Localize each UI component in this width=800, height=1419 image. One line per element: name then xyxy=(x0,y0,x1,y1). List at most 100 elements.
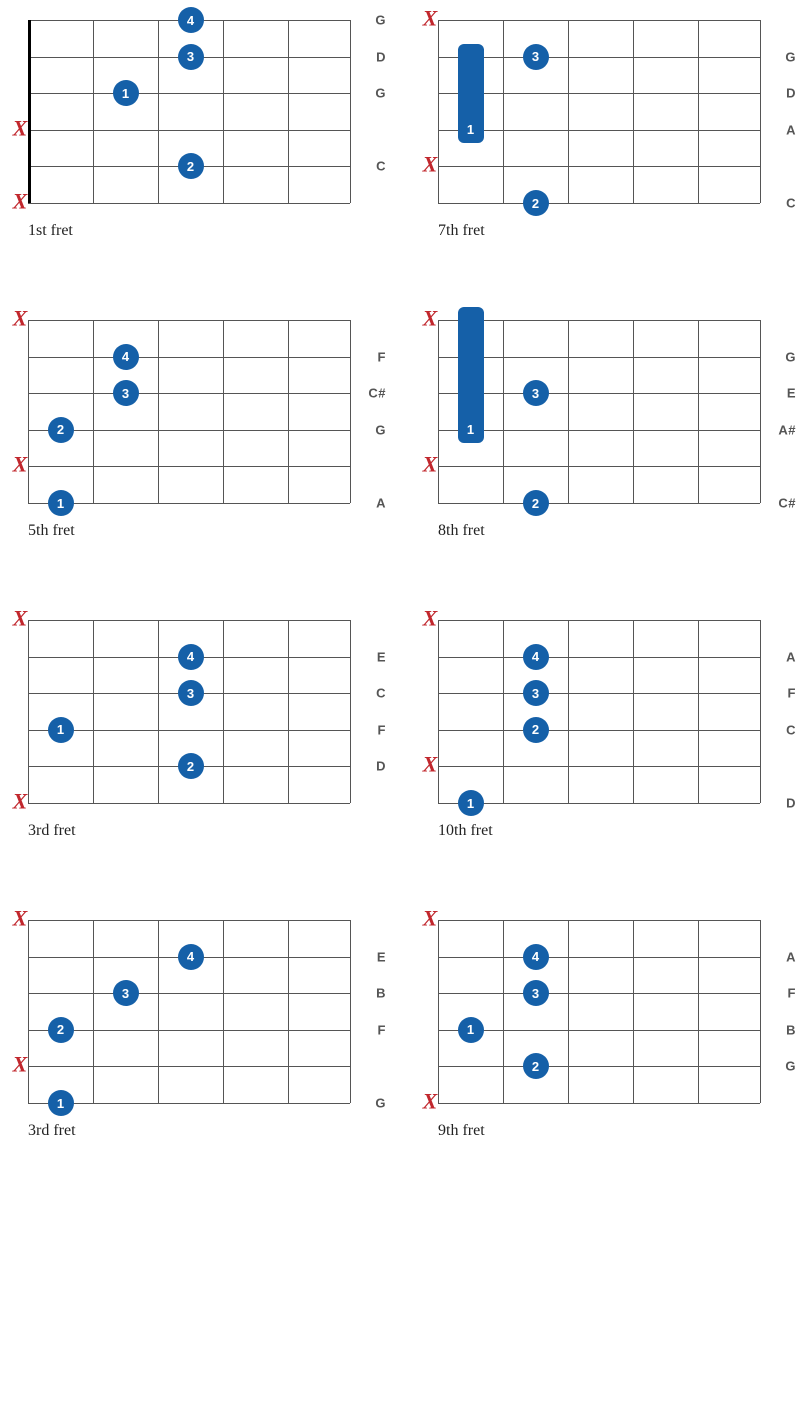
string-line xyxy=(28,920,350,921)
string-line xyxy=(28,430,350,431)
note-label: F xyxy=(788,986,796,1001)
fret-line xyxy=(503,320,504,503)
finger-dot: 1 xyxy=(113,80,139,106)
fret-line xyxy=(223,620,224,803)
fret-line xyxy=(698,620,699,803)
string-line xyxy=(438,203,760,204)
finger-dot: 3 xyxy=(178,680,204,706)
barre-marker: 1 xyxy=(458,307,484,443)
fret-line xyxy=(760,20,761,203)
chord-diagram: XX132GDAC7th fret xyxy=(420,20,790,240)
note-label: E xyxy=(787,386,796,401)
finger-dot: 2 xyxy=(523,190,549,216)
mute-marker: X xyxy=(13,789,28,815)
fret-line xyxy=(93,320,94,503)
note-label: D xyxy=(786,86,796,101)
fret-line xyxy=(223,920,224,1103)
finger-dot: 2 xyxy=(48,417,74,443)
chord-diagram: XX4321AFCD10th fret xyxy=(420,620,790,840)
note-label: G xyxy=(785,49,796,64)
note-label: F xyxy=(378,349,386,364)
note-label: F xyxy=(378,722,386,737)
fret-line xyxy=(633,620,634,803)
finger-dot: 4 xyxy=(178,7,204,33)
fret-line xyxy=(760,920,761,1103)
note-label: G xyxy=(375,1096,386,1111)
note-label: A xyxy=(376,496,386,511)
string-line xyxy=(28,1103,350,1104)
mute-marker: X xyxy=(13,306,28,332)
fret-line xyxy=(28,920,29,1103)
chord-diagram: XX4312ECFD3rd fret xyxy=(10,620,380,840)
fret-line xyxy=(288,20,289,203)
finger-dot: 3 xyxy=(113,980,139,1006)
fretboard: XX4321FC#GA5th fret xyxy=(10,320,380,540)
fret-line xyxy=(568,920,569,1103)
mute-marker: X xyxy=(423,306,438,332)
note-label: C xyxy=(786,722,796,737)
string-line xyxy=(438,993,760,994)
fret-position-label: 3rd fret xyxy=(28,1122,76,1140)
finger-dot: 1 xyxy=(48,1090,74,1116)
mute-marker: X xyxy=(13,606,28,632)
fret-line xyxy=(223,320,224,503)
mute-marker: X xyxy=(13,452,28,478)
string-line xyxy=(438,20,760,21)
fret-line xyxy=(633,920,634,1103)
fret-position-label: 5th fret xyxy=(28,522,75,540)
fret-line xyxy=(633,320,634,503)
fret-line xyxy=(350,20,351,203)
string-line xyxy=(438,657,760,658)
fretboard: XX1432GDGC1st fret xyxy=(10,20,380,240)
string-line xyxy=(28,1066,350,1067)
finger-dot: 3 xyxy=(113,380,139,406)
fret-line xyxy=(503,920,504,1103)
fret-line xyxy=(158,920,159,1103)
string-line xyxy=(438,57,760,58)
string-line xyxy=(28,620,350,621)
fret-line xyxy=(223,20,224,203)
fret-line xyxy=(568,320,569,503)
fret-line xyxy=(760,320,761,503)
note-label: A# xyxy=(778,422,796,437)
diagram-row: XX4321EBFG3rd fretXX4312AFBG9th fret xyxy=(0,920,800,1140)
fret-line xyxy=(158,320,159,503)
chord-diagram: XX4312AFBG9th fret xyxy=(420,920,790,1140)
fret-line xyxy=(568,20,569,203)
note-label: A xyxy=(786,122,796,137)
string-line xyxy=(438,693,760,694)
note-label: B xyxy=(376,986,386,1001)
note-label: C xyxy=(376,686,386,701)
string-line xyxy=(28,730,350,731)
finger-dot: 2 xyxy=(178,753,204,779)
string-line xyxy=(438,1030,760,1031)
note-label: F xyxy=(378,1022,386,1037)
string-line xyxy=(28,1030,350,1031)
finger-dot: 3 xyxy=(523,980,549,1006)
note-label: C# xyxy=(778,496,796,511)
fret-line xyxy=(698,20,699,203)
string-line xyxy=(438,920,760,921)
finger-dot: 1 xyxy=(48,717,74,743)
fret-line xyxy=(503,620,504,803)
fret-line xyxy=(438,320,439,503)
string-line xyxy=(28,130,350,131)
string-line xyxy=(438,957,760,958)
fret-position-label: 1st fret xyxy=(28,222,73,240)
fret-position-label: 8th fret xyxy=(438,522,485,540)
fretboard: XX4321AFCD10th fret xyxy=(420,620,790,840)
string-line xyxy=(438,466,760,467)
note-label: C# xyxy=(368,386,386,401)
string-line xyxy=(438,766,760,767)
mute-marker: X xyxy=(423,906,438,932)
string-line xyxy=(28,466,350,467)
finger-dot: 4 xyxy=(178,944,204,970)
fretboard: XX4312ECFD3rd fret xyxy=(10,620,380,840)
finger-dot: 4 xyxy=(523,944,549,970)
fret-line xyxy=(28,620,29,803)
fret-position-label: 10th fret xyxy=(438,822,493,840)
fret-line xyxy=(350,320,351,503)
mute-marker: X xyxy=(423,152,438,178)
finger-dot: 3 xyxy=(523,380,549,406)
mute-marker: X xyxy=(423,6,438,32)
